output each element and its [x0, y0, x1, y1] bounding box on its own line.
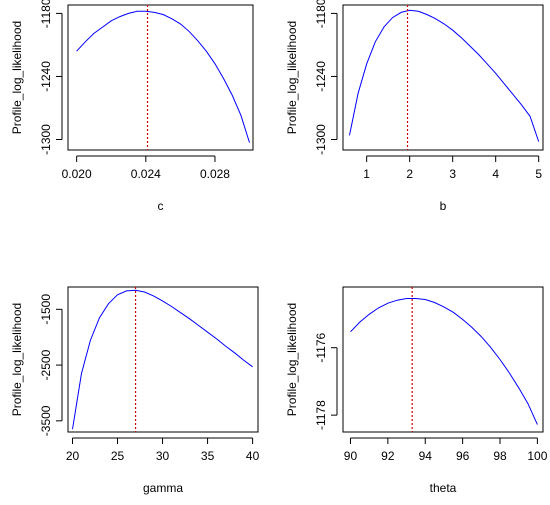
plot-gamma-x-tick-label: 40	[246, 449, 260, 463]
plot-theta-y-tick-label: -1176	[314, 332, 328, 362]
plot-c-y-tick-label: -1240	[39, 61, 53, 92]
plot-theta-x-axis-label: theta	[430, 481, 457, 495]
plot-theta-x-tick-label: 94	[419, 449, 433, 463]
plot-gamma-y-tick-label: -2500	[39, 349, 53, 380]
plot-gamma-y-tick-label: -3500	[39, 405, 53, 436]
plot-gamma-curve	[72, 289, 253, 430]
plot-c-x-tick-label: 0.020	[62, 167, 92, 181]
plot-theta-x-tick-label: 100	[527, 449, 547, 463]
plot-gamma-x-tick-label: 35	[201, 449, 215, 463]
plot-c-x-axis-label: c	[158, 199, 164, 213]
plot-b-x-tick-label: 4	[492, 167, 499, 181]
plot-theta-curve	[350, 298, 538, 425]
plot-b-x-axis-label: b	[440, 199, 447, 213]
plot-b-y-axis-label: Profile_log_likelihood	[285, 21, 299, 134]
plot-gamma-x-tick-label: 25	[111, 449, 125, 463]
plot-theta-x-tick-label: 90	[344, 449, 358, 463]
plot-gamma-x-axis-label: gamma	[143, 481, 183, 495]
plot-gamma-x-tick-label: 20	[66, 449, 80, 463]
plot-b-y-tick-label: -1240	[314, 61, 328, 92]
plot-c-x-tick-label: 0.028	[200, 167, 230, 181]
plot-b-curve	[349, 9, 540, 142]
plot-c-curve	[76, 10, 250, 143]
plot-b-x-tick-label: 2	[406, 167, 413, 181]
plot-c-x-tick-label: 0.024	[131, 167, 161, 181]
plot-gamma-y-axis-label: Profile_log_likelihood	[10, 303, 24, 416]
plot-theta: 90 92 94 96 98 100 -1176 -1178 theta Profile_log_…	[285, 286, 548, 495]
plot-c-y-axis-label: Profile_log_likelihood	[10, 21, 24, 134]
plot-b-x-tick-label: 3	[449, 167, 456, 181]
plot-gamma-y-tick-label: -1500	[39, 294, 53, 325]
plot-theta-y-tick-label: -1178	[314, 400, 328, 430]
plot-theta-y-axis-label: Profile_log_likelihood	[285, 303, 299, 416]
plot-gamma: 20 25 30 35 40 -1500 -2500 -3500 gamma Profile_lo…	[10, 286, 260, 495]
plot-c: 0.020 0.024 0.028 -1180 -1240 -1300 c Profile_l…	[10, 0, 254, 213]
plot-b-x-tick-label: 5	[535, 167, 542, 181]
plot-c-y-tick-label: -1300	[39, 124, 53, 155]
plot-c-frame	[67, 4, 254, 151]
plot-c-y-tick-label: -1180	[39, 0, 53, 28]
plot-b: 1 2 3 4 5 -1180 -1240 -1300 b Profile_log_likelih…	[285, 0, 544, 213]
plot-b-x-tick-label: 1	[363, 167, 370, 181]
plot-theta-x-tick-label: 98	[493, 449, 507, 463]
plot-gamma-frame	[67, 286, 259, 433]
plot-theta-frame	[342, 286, 544, 433]
plot-theta-x-tick-label: 96	[456, 449, 470, 463]
plot-b-y-tick-label: -1300	[314, 124, 328, 155]
plot-b-y-tick-label: -1180	[314, 0, 328, 28]
plot-theta-x-tick-label: 92	[381, 449, 395, 463]
plot-gamma-x-tick-label: 30	[156, 449, 170, 463]
plot-b-frame	[342, 4, 544, 151]
